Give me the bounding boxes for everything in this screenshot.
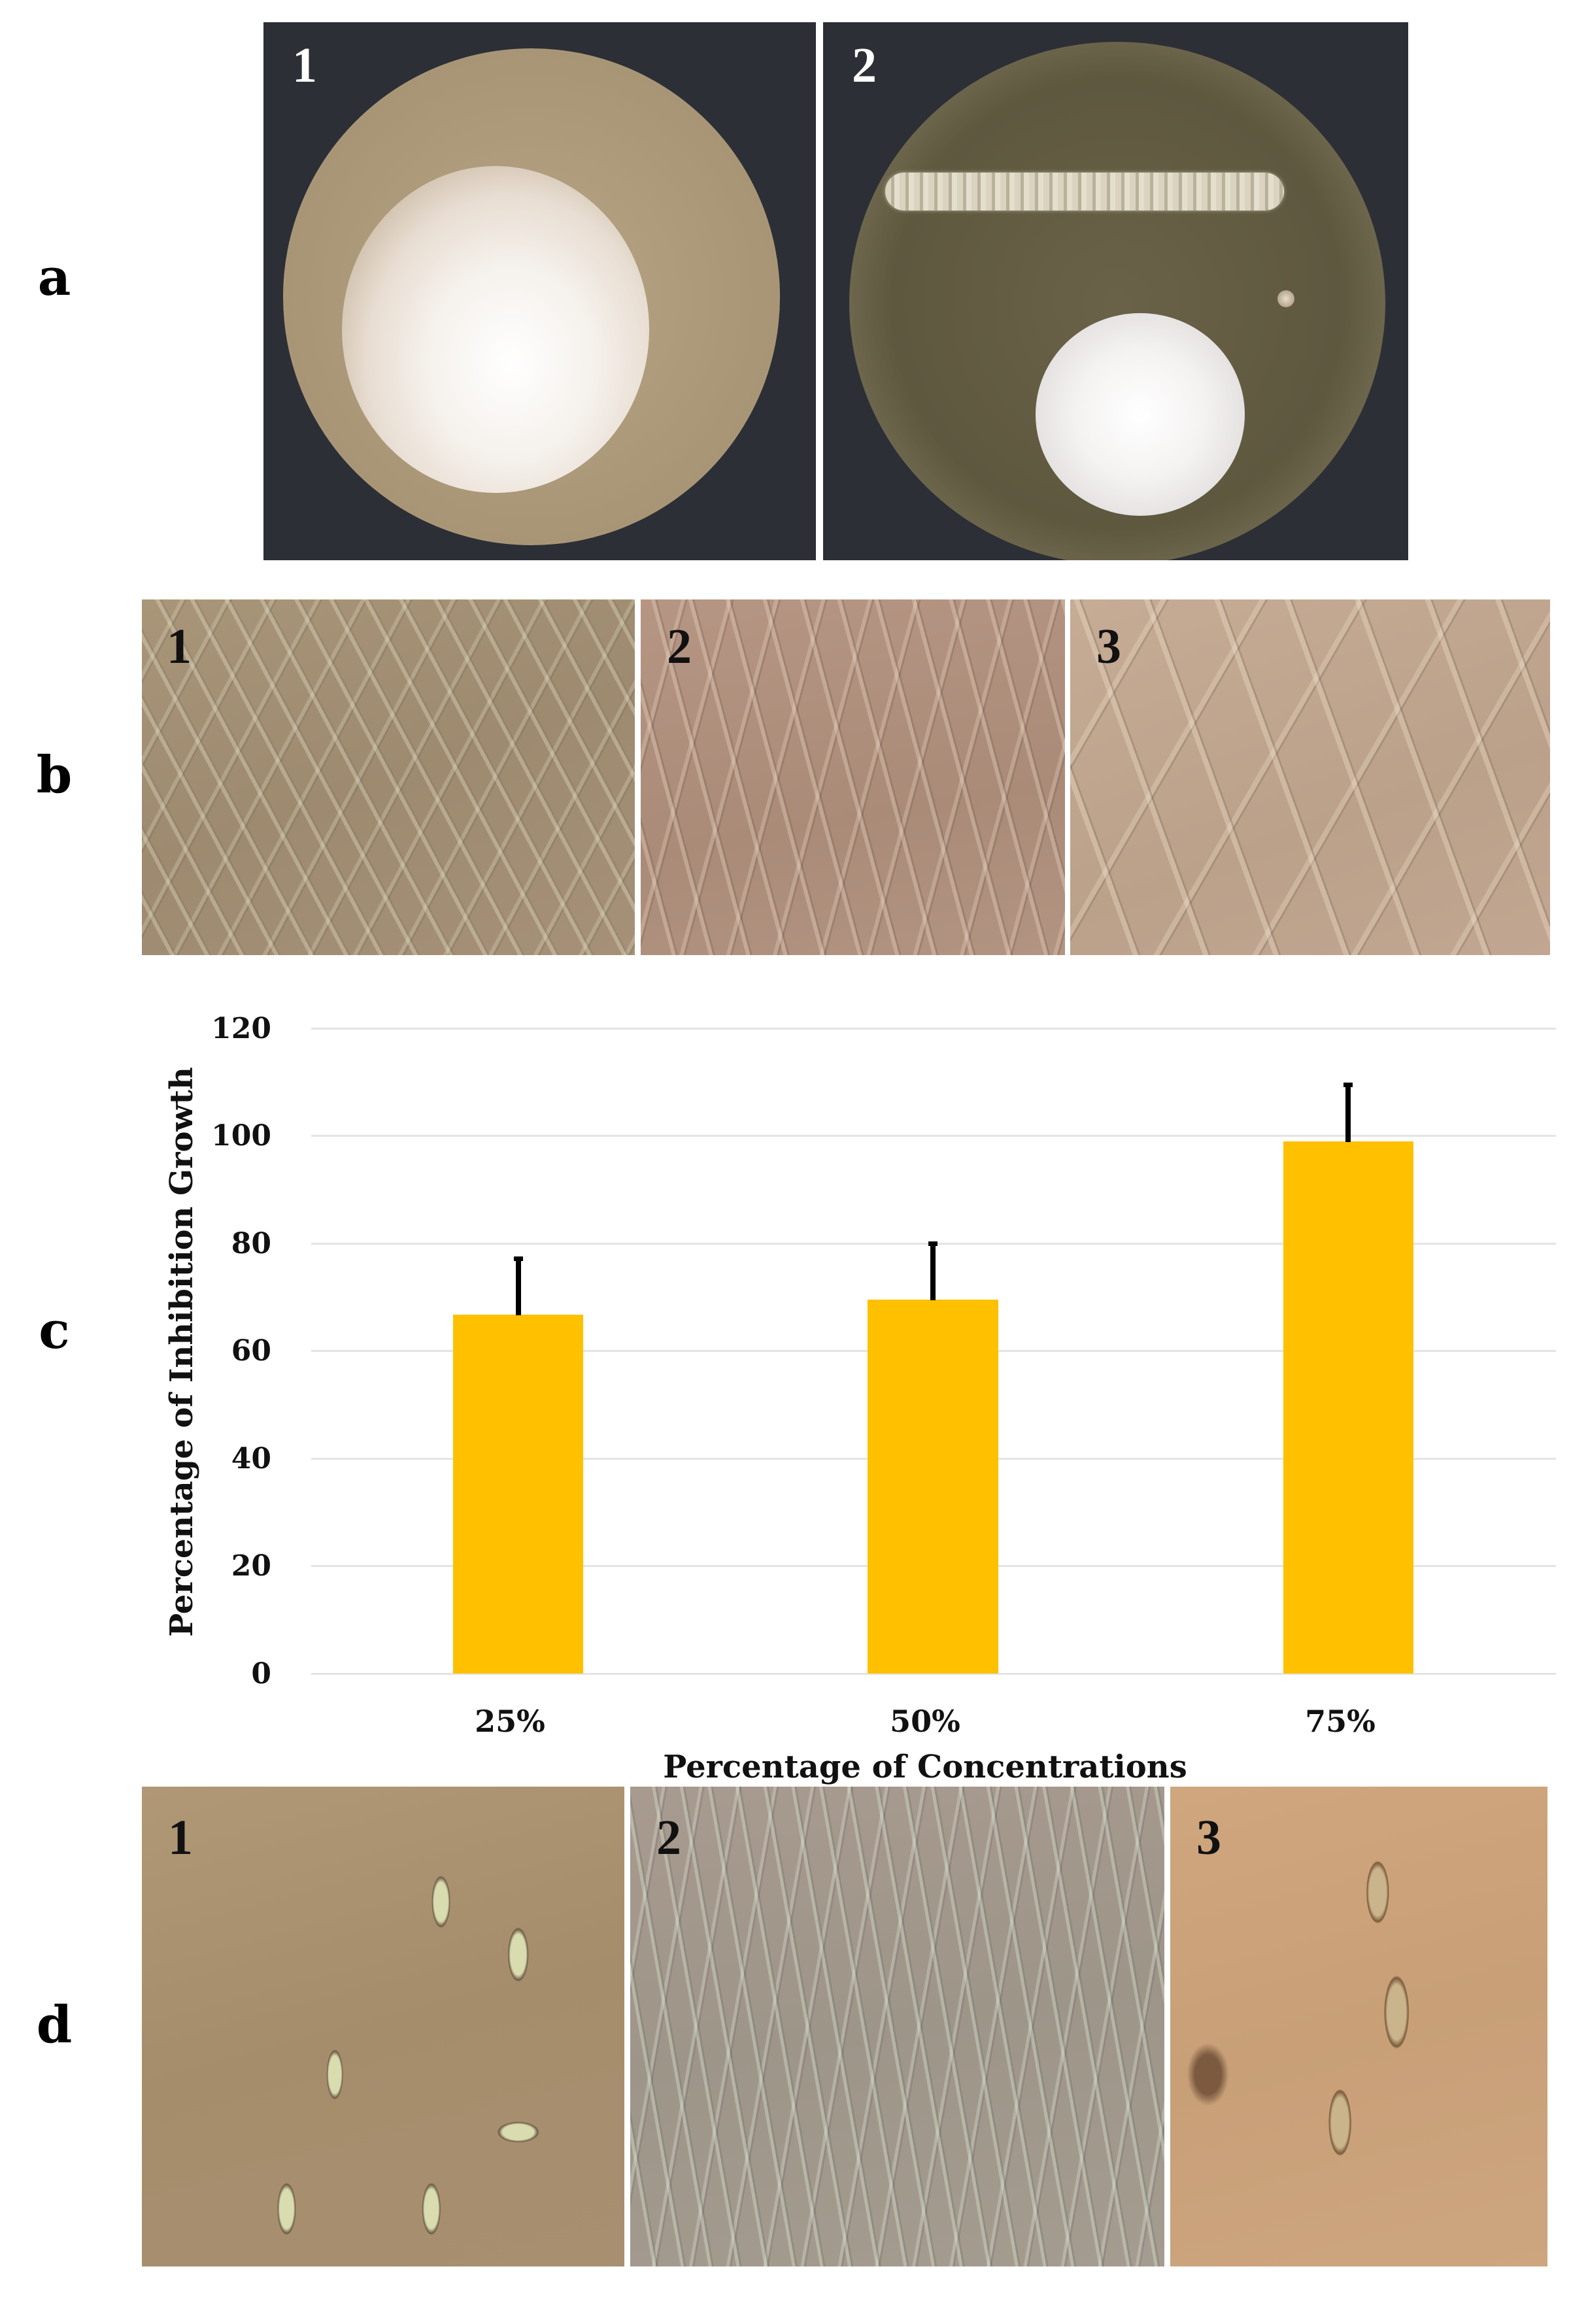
petri-dish-photo-2: 2 — [823, 22, 1408, 560]
error-cap — [1343, 1083, 1353, 1087]
image-number: 3 — [1196, 1810, 1221, 1865]
micrograph-b2: 2 — [641, 599, 1065, 955]
error-bar-25-percent — [516, 1258, 521, 1315]
micrograph-b3: 3 — [1070, 599, 1550, 955]
gridline-100 — [311, 1135, 1556, 1137]
panel-label-b: b — [36, 745, 73, 805]
y-tick-label: 120 — [211, 1012, 271, 1045]
bar-chart: 120 100 80 60 40 20 0 Percentage of Inhi… — [0, 981, 1588, 1785]
y-axis-title: Percentage of Inhibition Growth — [163, 1067, 200, 1637]
image-number: 1 — [167, 619, 192, 674]
error-cap — [514, 1256, 523, 1261]
y-tick-label: 20 — [231, 1549, 271, 1583]
error-bar-50-percent — [930, 1243, 936, 1300]
panel-label-d: d — [36, 1995, 73, 2055]
panel-label-c: c — [39, 1301, 70, 1360]
x-axis-title: Percentage of Concentrations — [663, 1749, 1187, 1785]
image-number: 1 — [292, 38, 317, 93]
panel-label-a: a — [37, 248, 71, 307]
micrograph-d1: 1 — [142, 1787, 624, 2266]
y-tick-label: 100 — [211, 1119, 271, 1153]
y-tick-label: 80 — [231, 1227, 271, 1260]
y-tick-label: 40 — [231, 1442, 271, 1475]
micrograph-d3: 3 — [1170, 1787, 1547, 2266]
x-tick-label: 25% — [475, 1704, 545, 1739]
bacterial-streak — [885, 173, 1284, 211]
bar-50-percent — [868, 1300, 998, 1674]
image-number: 2 — [852, 38, 877, 93]
y-tick-label: 60 — [231, 1334, 271, 1368]
x-tick-label: 50% — [890, 1704, 960, 1739]
fungal-mycelium — [342, 166, 649, 493]
image-number: 2 — [667, 619, 692, 674]
bar-75-percent — [1283, 1141, 1413, 1674]
micrograph-d2: 2 — [630, 1787, 1164, 2266]
image-number: 1 — [168, 1810, 193, 1865]
fungal-colony — [1036, 313, 1245, 516]
error-cap — [928, 1241, 938, 1246]
error-bar-75-percent — [1345, 1084, 1351, 1142]
gridline-120 — [311, 1028, 1556, 1030]
y-tick-label: 0 — [251, 1657, 271, 1691]
x-tick-label: 75% — [1305, 1704, 1376, 1739]
gridline-0 — [311, 1673, 1556, 1675]
petri-dish-photo-1: 1 — [263, 22, 816, 560]
bar-25-percent — [453, 1315, 583, 1674]
image-number: 3 — [1096, 619, 1121, 674]
image-number: 2 — [656, 1810, 681, 1865]
micrograph-b1: 1 — [142, 599, 635, 955]
small-colony-dot — [1277, 290, 1294, 307]
